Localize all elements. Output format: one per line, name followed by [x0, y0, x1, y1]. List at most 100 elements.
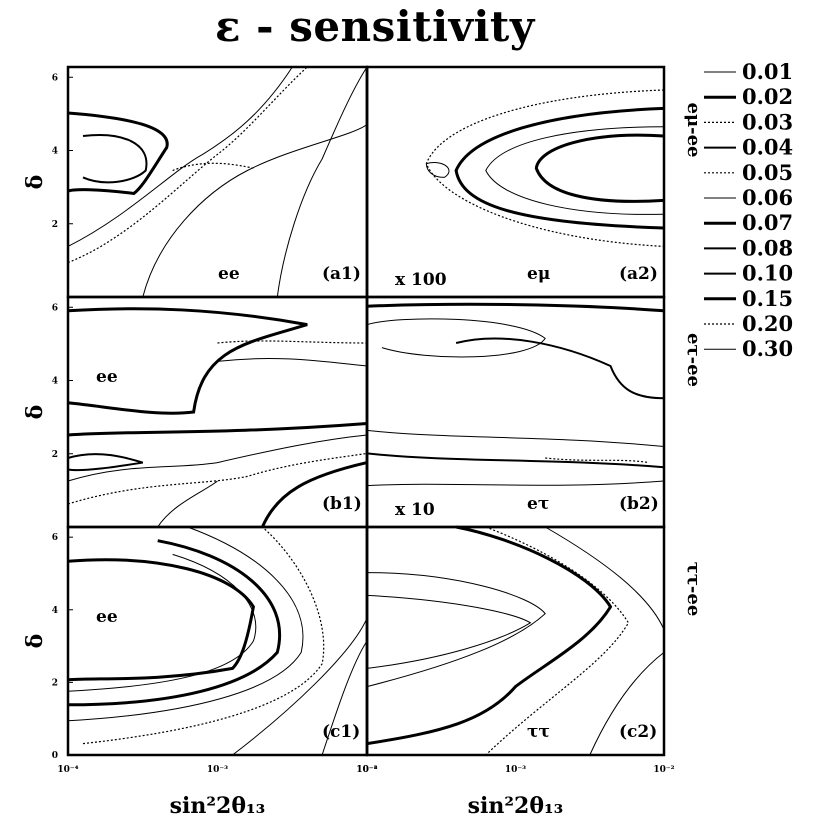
y-axis-label: δ [22, 405, 48, 420]
legend-label: 0.20 [742, 311, 793, 336]
contour-line [67, 434, 368, 482]
y-tick-label: 2 [52, 678, 58, 688]
contour-line [67, 558, 255, 682]
panel-scale-label: x 100 [395, 270, 447, 290]
panel-c2: (c2) ττ [365, 525, 666, 757]
y-axis-label: δ [22, 634, 48, 649]
axes-group: 2 4 6 δ eμ-ee 2 4 6 δ eτ-ee 0 2 4 6 δ ττ-ee 10⁻⁴ 10⁻³ 10⁻²… [22, 67, 704, 819]
panel-id-label: (b2) [619, 494, 659, 514]
legend-label: 0.10 [742, 261, 793, 286]
contour-line [485, 526, 630, 756]
x-axis-label: sin²2θ₁₃ [468, 793, 564, 819]
panel-id-label: (b1) [322, 494, 362, 514]
y-tick-label: 4 [52, 377, 58, 387]
legend-label: 0.30 [742, 336, 793, 361]
contour-line [157, 480, 218, 528]
x-tick-label: 10⁻⁴ [57, 765, 78, 775]
panel-frame [365, 525, 666, 757]
contour-line [366, 525, 613, 746]
panel-id-label: (a2) [619, 264, 658, 284]
y-tick-label: 2 [52, 450, 58, 460]
contour-line [67, 111, 169, 196]
y-tick-label: 2 [52, 220, 58, 230]
contour-line [545, 457, 650, 464]
contour-line [67, 422, 368, 437]
legend-group: 0.010.020.030.040.050.060.070.080.100.15… [704, 59, 793, 361]
chart-title: ε - sensitivity [215, 2, 535, 51]
contour-line [172, 162, 254, 172]
legend-label: 0.02 [742, 84, 793, 109]
legend-label: 0.15 [742, 286, 793, 311]
contour-line [366, 302, 665, 313]
row-label: ττ-ee [683, 562, 704, 617]
contour-line [217, 340, 368, 344]
contour-line [67, 553, 257, 692]
x-tick-label: 10⁻⁴ [356, 765, 377, 775]
panels-group: (a1)ee (a2)eμx 100(b1)ee(b2)eτx 10(c1)ee(… [66, 65, 666, 757]
contour-line [276, 66, 368, 298]
contour-line [142, 124, 368, 298]
legend-label: 0.04 [742, 135, 793, 160]
y-tick-label: 4 [52, 606, 58, 616]
x-axis-label: sin²2θ₁₃ [170, 793, 266, 819]
contour-line [544, 526, 665, 630]
contour-line [366, 572, 546, 688]
contour-line [232, 617, 368, 756]
contour-line [82, 134, 148, 184]
contour-line [67, 66, 293, 247]
legend-label: 0.08 [742, 235, 793, 260]
row-label: eτ-ee [683, 333, 704, 387]
panel-channel-label: ee [218, 264, 240, 284]
contour-line [67, 452, 368, 505]
panel-channel-label: eτ [527, 494, 549, 514]
contour-line [366, 429, 665, 447]
panel-channel-label: ττ [527, 722, 550, 742]
legend-label: 0.07 [742, 210, 793, 235]
y-tick-label: 6 [52, 303, 58, 313]
contour-line [67, 66, 308, 264]
contour-line [454, 106, 665, 230]
y-axis-label: δ [22, 175, 48, 190]
panel-c1: (c1) ee [66, 525, 369, 757]
panel-id-label: (a1) [322, 264, 361, 284]
contour-line [82, 526, 325, 745]
panel-b2: (b2) eτ x 10 [365, 295, 666, 529]
panel-frame [365, 295, 666, 529]
legend-label: 0.06 [742, 185, 793, 210]
contour-line [67, 526, 304, 722]
panel-channel-label: ee [96, 367, 118, 387]
panel-scale-label: x 10 [395, 500, 435, 520]
contour-line [366, 318, 546, 358]
panel-id-label: (c2) [619, 722, 657, 742]
contour-line [67, 307, 308, 415]
contour-line [67, 453, 144, 472]
legend-label: 0.01 [742, 59, 793, 84]
panel-a1: (a1) ee [66, 65, 369, 299]
x-tick-label: 10⁻² [356, 765, 377, 775]
panel-id-label: (c1) [322, 722, 360, 742]
x-tick-label: 10⁻³ [207, 765, 228, 775]
y-tick-label: 4 [52, 147, 58, 157]
contour-line [366, 452, 665, 469]
panel-frame [66, 295, 369, 529]
panel-a2: (a2) eμ x 100 [365, 65, 666, 299]
x-tick-label: 10⁻² [653, 765, 674, 775]
contour-line [455, 337, 665, 400]
legend-label: 0.05 [742, 160, 793, 185]
x-tick-label: 10⁻³ [505, 765, 526, 775]
contour-line [67, 539, 281, 707]
panel-channel-label: eμ [527, 264, 550, 284]
y-tick-label: 6 [52, 73, 58, 83]
panel-channel-label: ee [96, 607, 118, 627]
legend-label: 0.03 [742, 109, 793, 134]
contour-line [366, 480, 665, 487]
y-tick-label: 0 [52, 751, 58, 761]
contour-line [534, 133, 665, 203]
contour-line [425, 162, 450, 178]
y-tick-label: 6 [52, 533, 58, 543]
panel-frame [365, 65, 666, 299]
contour-line [485, 126, 665, 215]
contour-line [589, 652, 665, 756]
row-label: eμ-ee [683, 102, 704, 157]
